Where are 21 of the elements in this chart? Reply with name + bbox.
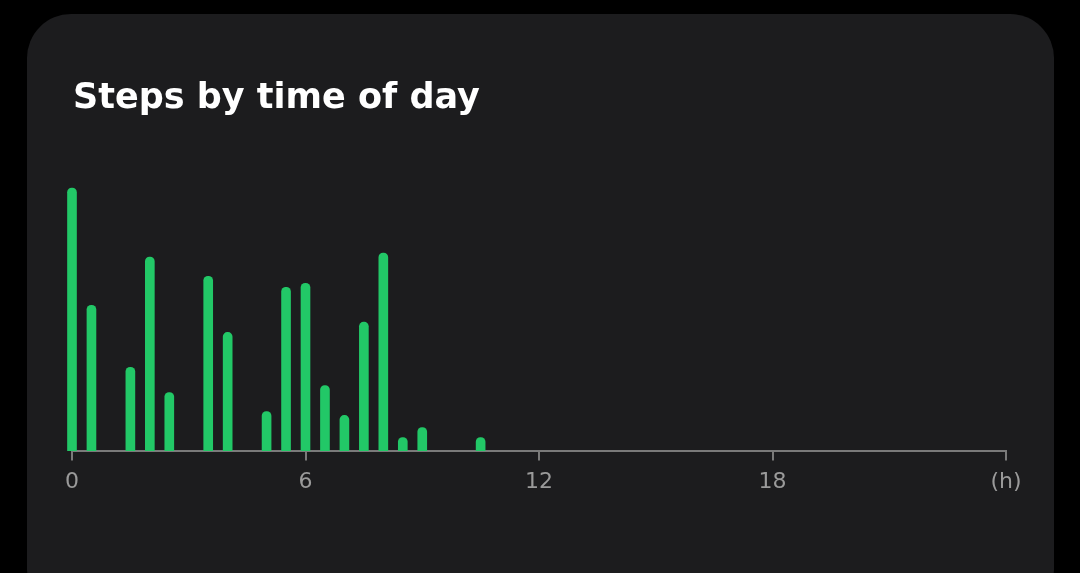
x-tick-label: 18 <box>758 467 787 493</box>
x-tick-label: 6 <box>298 467 313 493</box>
bar <box>86 305 97 451</box>
bar <box>417 427 428 451</box>
x-tick-label: 0 <box>65 467 79 493</box>
x-tick-label: 12 <box>525 467 553 493</box>
bar <box>222 332 233 451</box>
x-tick-label: (h) <box>990 467 1022 493</box>
bar <box>378 252 389 451</box>
bar <box>359 321 369 451</box>
bar <box>320 385 330 451</box>
bar <box>281 286 291 451</box>
bar <box>67 187 77 451</box>
bar <box>164 392 175 451</box>
bar <box>300 282 311 451</box>
bar <box>203 275 214 451</box>
bar <box>339 415 350 451</box>
bar <box>125 367 136 451</box>
bar <box>145 256 155 451</box>
bar <box>261 411 272 451</box>
chart-title: Steps by time of day <box>73 76 480 116</box>
